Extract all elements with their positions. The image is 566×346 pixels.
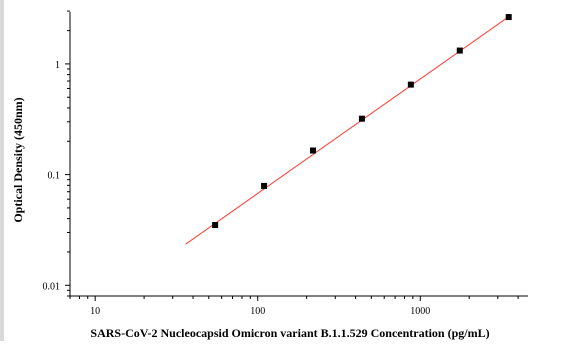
y-tick-label: 0.1	[48, 171, 61, 182]
data-point	[505, 14, 512, 21]
tick-marks: 10 100 1000 0.01 0.1 1	[43, 10, 519, 317]
y-tick-label: 1	[55, 60, 60, 71]
window-left-border	[0, 0, 4, 341]
y-tick-label: 0.01	[43, 281, 61, 292]
x-tick-label: 1000	[410, 306, 430, 317]
data-point	[309, 147, 316, 154]
y-axis-label: Optical Density (450nm)	[11, 97, 25, 222]
fit-line-group	[185, 14, 511, 245]
data-points	[212, 14, 512, 229]
data-point	[261, 182, 268, 189]
fit-line	[185, 14, 511, 245]
data-point	[358, 115, 365, 122]
x-tick-label: 10	[90, 306, 100, 317]
data-point	[407, 81, 414, 88]
x-tick-label: 100	[250, 306, 265, 317]
x-axis-label: SARS-CoV-2 Nucleocapsid Omicron variant …	[90, 326, 489, 340]
data-point	[212, 222, 219, 229]
axes	[69, 12, 528, 297]
data-point	[456, 47, 463, 54]
